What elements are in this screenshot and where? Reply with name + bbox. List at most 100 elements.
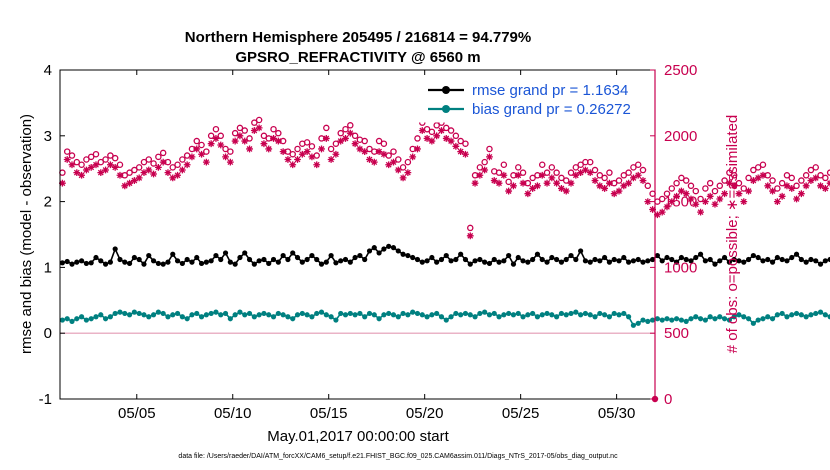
rmse-point — [693, 254, 699, 261]
bias-point — [755, 317, 761, 323]
rmse-point — [155, 260, 161, 267]
rmse-point — [741, 259, 747, 265]
obs-assimilated-point — [653, 211, 661, 219]
obs-assimilated-point — [346, 129, 354, 137]
rmse-point — [347, 259, 353, 265]
obs-possible-point — [169, 164, 177, 171]
obs-assimilated-point — [754, 174, 762, 182]
rmse-point — [405, 252, 411, 259]
obs-possible-point — [754, 164, 762, 171]
obs-assimilated-point — [337, 137, 345, 145]
obs-assimilated-point — [418, 127, 426, 134]
rmse-point — [414, 256, 421, 263]
obs-assimilated-point — [370, 158, 378, 166]
rmse-point — [146, 252, 152, 259]
obs-assimilated-point — [644, 198, 652, 205]
obs-possible-point — [745, 174, 752, 182]
obs-possible-point — [342, 125, 349, 133]
rmse-point — [549, 254, 555, 261]
obs-possible-point — [289, 150, 296, 158]
bias-point — [702, 317, 708, 323]
obs-possible-point — [59, 169, 66, 176]
obs-assimilated-point — [183, 161, 191, 169]
rmse-point — [712, 261, 718, 267]
obs-possible-point — [505, 178, 512, 186]
rmse-point — [673, 259, 680, 265]
y-tick-label: 3 — [44, 128, 52, 145]
bias-point — [362, 314, 368, 320]
obs-possible-point — [591, 166, 599, 174]
bias-point — [616, 312, 622, 318]
obs-possible-point — [174, 161, 181, 168]
rmse-point — [544, 259, 550, 265]
obs-assimilated-point — [82, 166, 90, 174]
rmse-point — [131, 254, 137, 261]
bias-point — [673, 316, 680, 322]
obs-possible-point — [68, 152, 76, 159]
rmse-point — [472, 258, 478, 264]
obs-assimilated-point — [630, 174, 637, 182]
obs-possible-point — [145, 156, 153, 163]
bias-point — [683, 318, 689, 324]
bias-point — [314, 310, 320, 317]
obs-assimilated-point — [399, 174, 407, 182]
bias-point — [261, 310, 267, 317]
rmse-point — [434, 259, 440, 265]
bias-point — [309, 314, 315, 320]
chart-title: Northern Hemisphere 205495 / 216814 = 94… — [185, 29, 531, 46]
obs-possible-point — [778, 179, 786, 187]
obs-possible-point — [553, 169, 560, 176]
bias-point — [165, 314, 171, 320]
rmse-point — [635, 256, 641, 263]
y-right-tick-label: 2500 — [664, 62, 697, 79]
bias-point — [626, 314, 632, 320]
bias-point — [611, 310, 617, 317]
bias-point — [707, 314, 713, 320]
obs-possible-point — [255, 116, 263, 124]
rmse-point — [275, 259, 281, 265]
obs-assimilated-point — [97, 169, 105, 177]
rmse-point — [261, 256, 267, 263]
obs-assimilated-point — [610, 190, 618, 198]
rmse-point — [218, 256, 224, 263]
obs-possible-point — [759, 161, 767, 168]
bias-point — [126, 312, 133, 318]
obs-assimilated-point — [802, 182, 810, 190]
rmse-point — [510, 261, 517, 267]
bias-point — [664, 316, 670, 322]
obs-assimilated-point — [634, 171, 642, 179]
obs-assimilated-point — [289, 161, 297, 169]
obs-possible-point — [337, 129, 344, 137]
obs-possible-point — [131, 166, 138, 174]
bias-point — [515, 310, 521, 317]
rmse-point — [198, 260, 205, 267]
obs-assimilated-point — [294, 156, 301, 163]
rmse-point — [280, 252, 286, 259]
rmse-point — [697, 251, 704, 257]
y-right-tick-label: 0 — [664, 391, 672, 408]
bias-point — [467, 312, 473, 318]
bias-point — [568, 310, 574, 317]
y-tick-label: -1 — [39, 391, 52, 408]
obs-assimilated-point — [78, 171, 85, 179]
rmse-point — [769, 259, 776, 265]
obs-assimilated-point — [332, 150, 340, 158]
bias-point — [630, 322, 637, 328]
bias-point — [717, 314, 723, 320]
y-right-axis-label: # of obs: o=possible; ∗=assimilated — [724, 115, 741, 354]
rmse-point — [506, 252, 512, 259]
bias-point — [194, 310, 200, 317]
obs-possible-point — [586, 158, 594, 166]
obs-possible-point — [596, 172, 604, 179]
obs-possible-point — [798, 177, 805, 184]
rmse-point — [112, 246, 118, 252]
obs-possible-point — [639, 166, 647, 174]
obs-possible-point — [380, 140, 388, 147]
rmse-point — [817, 261, 824, 267]
obs-possible-point — [390, 148, 397, 155]
obs-possible-point — [87, 153, 95, 161]
bias-point — [338, 310, 344, 317]
bias-point — [640, 317, 646, 323]
obs-assimilated-point — [514, 171, 522, 179]
rmse-point — [59, 260, 65, 266]
